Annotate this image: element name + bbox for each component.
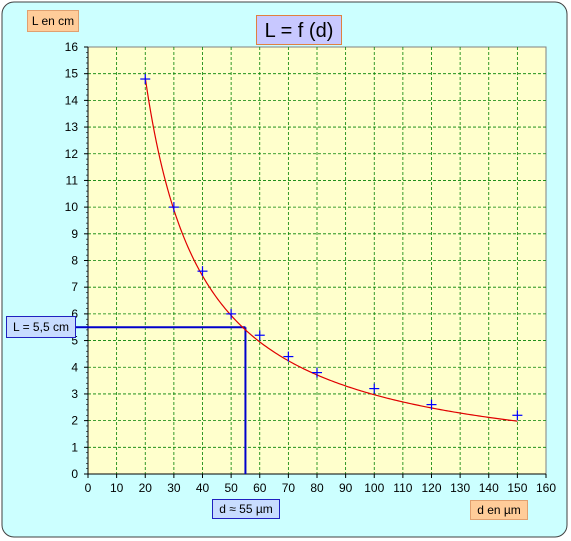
- y-tick-label: 15: [65, 67, 79, 81]
- fit-curve: [144, 77, 518, 422]
- x-tick-labels: 0 10 20 30 40 50 60 70 80 90 100 110 120 130 140 150 160: [85, 481, 557, 495]
- y-tick-label: 6: [71, 307, 78, 321]
- x-tick-label: 70: [282, 481, 296, 495]
- data-point: [168, 202, 179, 213]
- x-tick-label: 30: [167, 481, 181, 495]
- annotation-x-label: d ≈ 55 µm: [212, 499, 280, 519]
- x-tick-label: 80: [310, 481, 324, 495]
- y-axis-label: L en cm: [27, 10, 79, 32]
- x-tick-label: 100: [364, 481, 384, 495]
- data-point: [226, 308, 237, 319]
- x-tick-label: 120: [421, 481, 441, 495]
- x-tick-label: 20: [139, 481, 153, 495]
- x-tick-label: 50: [224, 481, 238, 495]
- x-tick-label: 130: [450, 481, 470, 495]
- y-tick-label: 4: [71, 360, 78, 374]
- gridlines: [88, 47, 546, 474]
- y-tick-label: 7: [71, 280, 78, 294]
- y-tick-label: 9: [71, 227, 78, 241]
- y-tick-label: 8: [71, 254, 78, 268]
- y-tick-label: 3: [71, 387, 78, 401]
- x-tick-label: 160: [536, 481, 556, 495]
- y-tick-label: 10: [65, 200, 79, 214]
- data-point: [254, 330, 265, 341]
- data-point: [283, 351, 294, 362]
- y-tick-label: 2: [71, 414, 78, 428]
- y-tick-label: 0: [71, 467, 78, 481]
- x-tick-label: 40: [196, 481, 210, 495]
- data-point: [369, 383, 380, 394]
- y-tick-label: 1: [71, 440, 78, 454]
- annotation-lines: [76, 326, 247, 474]
- data-point: [140, 74, 151, 85]
- x-tick-label: 140: [479, 481, 499, 495]
- data-point: [512, 410, 523, 421]
- y-tick-label: 12: [65, 147, 79, 161]
- y-tick-label: 14: [65, 93, 79, 107]
- y-tick-label: 13: [65, 120, 79, 134]
- annotation-y-label: L = 5,5 cm: [6, 316, 76, 338]
- y-tick-label: 5: [71, 334, 78, 348]
- x-tick-label: 0: [85, 481, 92, 495]
- data-point: [197, 266, 208, 277]
- x-tick-label: 60: [253, 481, 267, 495]
- y-tick-label: 16: [65, 40, 79, 54]
- x-tick-label: 150: [507, 481, 527, 495]
- x-tick-label: 10: [110, 481, 124, 495]
- y-tick-label: 11: [66, 173, 79, 187]
- x-axis-label: d en µm: [470, 500, 528, 520]
- data-point: [426, 399, 437, 410]
- x-tick-label: 90: [339, 481, 353, 495]
- chart-title: L = f (d): [256, 15, 342, 45]
- data-points: [140, 74, 523, 421]
- axes: [84, 46, 547, 478]
- data-point: [312, 367, 322, 378]
- x-tick-label: 110: [393, 481, 412, 495]
